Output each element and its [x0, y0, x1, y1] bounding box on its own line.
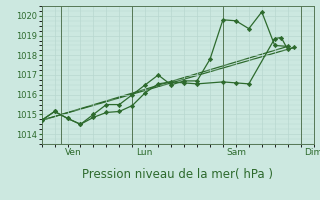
X-axis label: Pression niveau de la mer( hPa ): Pression niveau de la mer( hPa ): [82, 168, 273, 181]
Text: Lun: Lun: [136, 148, 153, 157]
Text: Dim: Dim: [305, 148, 320, 157]
Text: Ven: Ven: [65, 148, 82, 157]
Text: Sam: Sam: [227, 148, 247, 157]
